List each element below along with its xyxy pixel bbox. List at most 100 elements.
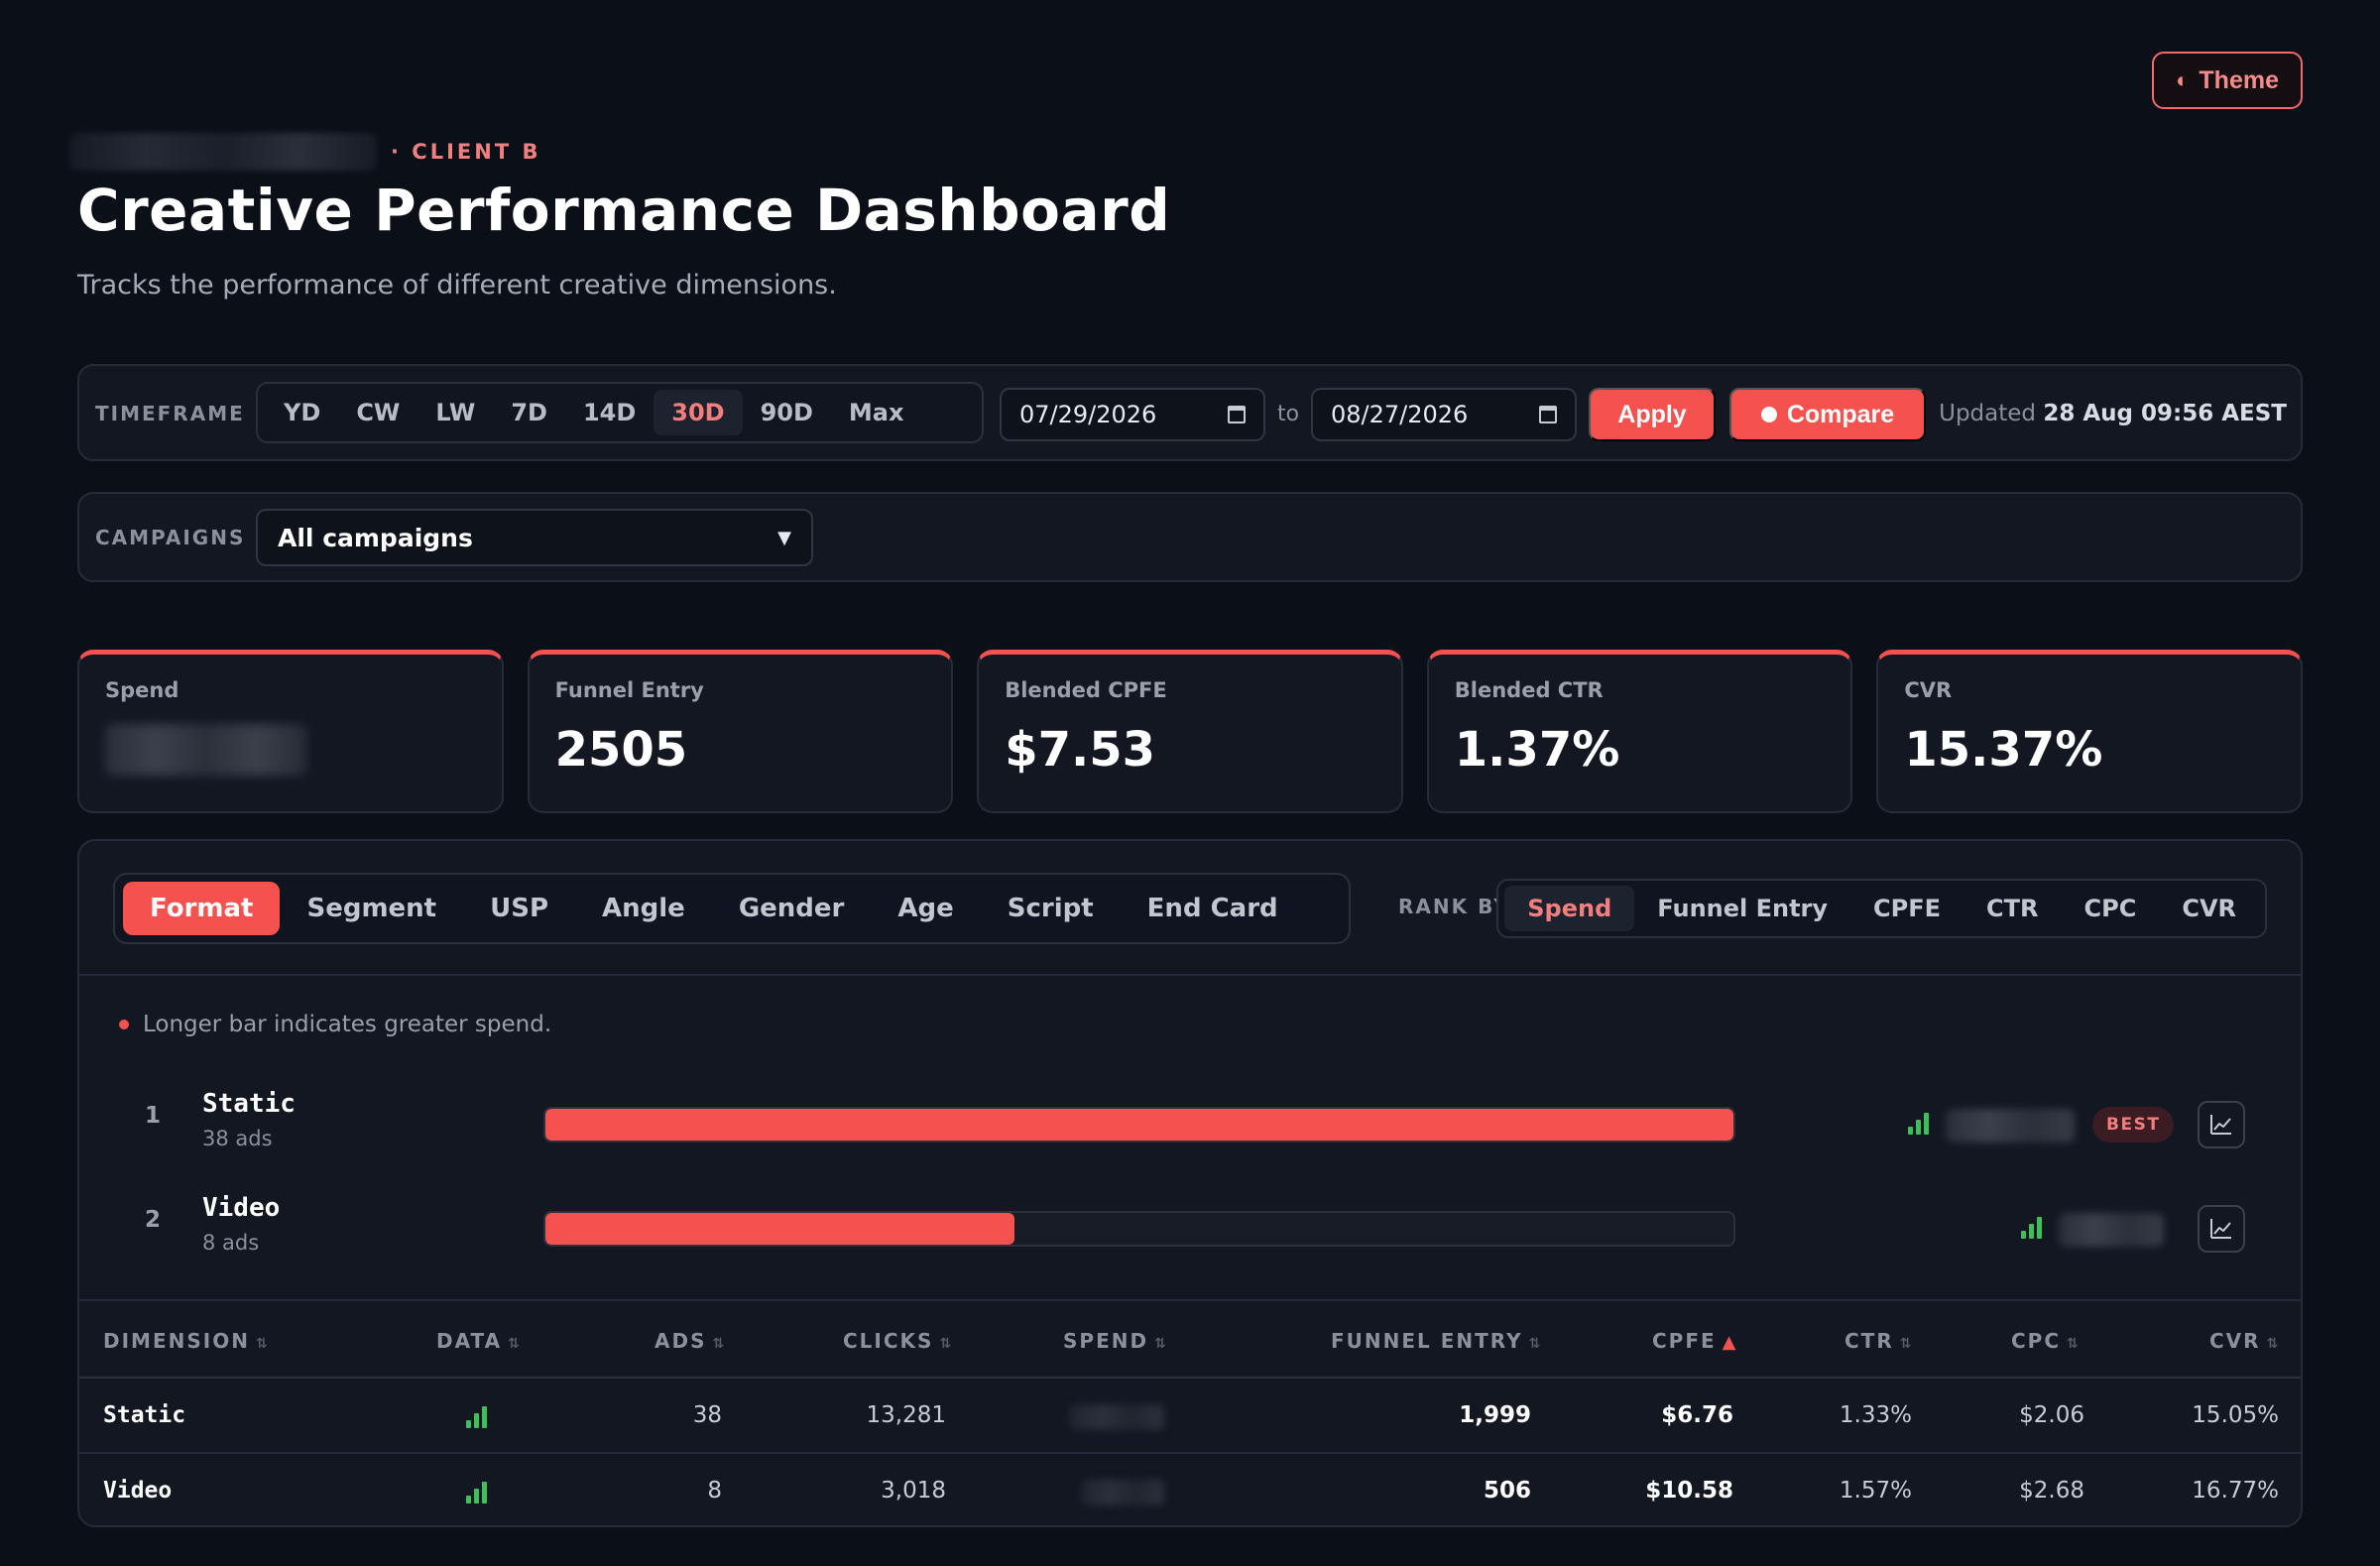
column-header-funnel-entry[interactable]: FUNNEL ENTRY ⇅ (1331, 1329, 1541, 1353)
kpi-value: $7.53 (1005, 722, 1156, 778)
column-header-ctr[interactable]: CTR ⇅ (1844, 1329, 1912, 1353)
spend-bar-track (543, 1107, 1735, 1143)
kpi-card-funnel-entry: Funnel Entry 2505 (527, 650, 954, 813)
rank-number: 1 (145, 1103, 162, 1129)
column-header-cpc[interactable]: CPC ⇅ (2011, 1329, 2079, 1353)
compare-label: Compare (1786, 400, 1895, 428)
timeframe-option-yd[interactable]: YD (284, 399, 321, 426)
tab-age[interactable]: Age (897, 894, 954, 923)
campaign-select-value: All campaigns (278, 523, 473, 552)
spend-bar-fill (545, 1213, 1015, 1245)
cell-cpc: $2.06 (2019, 1402, 2084, 1428)
cell-dimension: Video (103, 1478, 173, 1504)
cell-cvr: 16.77% (2192, 1478, 2279, 1504)
spend-bar-fill (545, 1109, 1733, 1141)
rank-option-cpfe[interactable]: CPFE (1873, 895, 1942, 922)
column-header-cpfe[interactable]: CPFE ▲ (1652, 1329, 1736, 1353)
sort-icon: ⇅ (1528, 1336, 1541, 1352)
sort-ascending-icon: ▲ (1722, 1332, 1736, 1353)
column-header-data[interactable]: DATA ⇅ (436, 1329, 520, 1353)
spend-bar-track (543, 1211, 1735, 1247)
campaign-select[interactable]: All campaigns ▼ (256, 509, 813, 566)
divider (79, 974, 2301, 976)
campaigns-bar: CAMPAIGNS All campaigns ▼ (77, 492, 2303, 582)
date-from-input[interactable]: 07/29/2026 (1000, 388, 1265, 441)
cell-funnel-entry: 506 (1483, 1478, 1531, 1504)
best-badge: BEST (2092, 1107, 2175, 1143)
sort-icon: ⇅ (2266, 1336, 2279, 1352)
redacted-spend-value (105, 724, 307, 776)
rank-option-cpc[interactable]: CPC (2083, 895, 2137, 922)
tab-script[interactable]: Script (1007, 894, 1094, 923)
trend-chart-button[interactable] (2198, 1101, 2245, 1148)
rank-option-funnel-entry[interactable]: Funnel Entry (1657, 895, 1829, 922)
timeframe-option-max[interactable]: Max (848, 399, 904, 426)
timeframe-option-cw[interactable]: CW (356, 399, 401, 426)
tab-usp[interactable]: USP (490, 894, 549, 923)
timeframe-option-14d[interactable]: 14D (582, 399, 637, 426)
signal-strength-icon (466, 1404, 487, 1428)
rank-item-ad-count: 38 ads (202, 1127, 273, 1150)
table-row[interactable]: Video 8 3,018 506 $10.58 1.57% $2.68 16.… (79, 1452, 2301, 1525)
tab-end-card[interactable]: End Card (1146, 894, 1278, 923)
redacted-spend-amount (2059, 1213, 2164, 1247)
signal-strength-icon (1908, 1111, 1929, 1135)
rank-option-spend[interactable]: Spend (1504, 886, 1635, 931)
ranking-row: 1 Static 38 ads BEST (79, 1071, 2301, 1160)
timeframe-option-90d[interactable]: 90D (760, 399, 813, 426)
page-subtitle: Tracks the performance of different crea… (77, 270, 837, 301)
table-header: DIMENSION ⇅ DATA ⇅ ADS ⇅ CLICKS ⇅ SPEND ⇅ FUN… (79, 1299, 2301, 1379)
table-row[interactable]: Static 38 13,281 1,999 $6.76 1.33% $2.06… (79, 1379, 2301, 1452)
page-title: Creative Performance Dashboard (77, 177, 1171, 244)
timeframe-option-lw[interactable]: LW (435, 399, 476, 426)
breadcrumb: · CLIENT B (69, 133, 540, 171)
calendar-icon[interactable] (1539, 406, 1557, 423)
rank-option-ctr[interactable]: CTR (1986, 895, 2039, 922)
cell-cpc: $2.68 (2019, 1478, 2084, 1504)
timeframe-option-30d[interactable]: 30D (654, 390, 743, 435)
kpi-card-spend: Spend (77, 650, 504, 813)
kpi-value: 2505 (554, 722, 688, 778)
tab-segment[interactable]: Segment (306, 894, 437, 923)
column-header-dimension[interactable]: DIMENSION ⇅ (103, 1329, 268, 1353)
cell-clicks: 3,018 (881, 1478, 946, 1504)
updated-timestamp: Updated 28 Aug 09:56 AEST (1939, 401, 2287, 426)
dimension-panel: Format Segment USP Angle Gender Age Scri… (77, 839, 2303, 1527)
client-label: · CLIENT B (391, 140, 541, 164)
updated-prefix: Updated (1939, 401, 2037, 426)
kpi-label: Funnel Entry (554, 678, 704, 702)
cell-cpfe: $6.76 (1661, 1402, 1733, 1428)
tab-gender[interactable]: Gender (738, 894, 845, 923)
date-to-input[interactable]: 08/27/2026 (1311, 388, 1577, 441)
redacted-organization-name (69, 133, 377, 171)
ranking-note-text: Longer bar indicates greater spend. (143, 1012, 552, 1037)
trend-chart-button[interactable] (2198, 1205, 2245, 1253)
calendar-icon[interactable] (1228, 406, 1246, 423)
cell-cvr: 15.05% (2192, 1402, 2279, 1428)
rank-option-cvr[interactable]: CVR (2182, 895, 2236, 922)
kpi-value: 1.37% (1454, 722, 1620, 778)
kpi-label: CVR (1904, 678, 1953, 702)
cell-dimension: Static (103, 1402, 186, 1428)
tab-angle[interactable]: Angle (602, 894, 685, 923)
sort-icon: ⇅ (1899, 1336, 1912, 1352)
cell-ctr: 1.57% (1839, 1478, 1912, 1504)
tab-format[interactable]: Format (123, 882, 281, 935)
kpi-card-cvr: CVR 15.37% (1876, 650, 2303, 813)
column-header-spend[interactable]: SPEND ⇅ (1063, 1329, 1166, 1353)
redacted-spend-cell (1081, 1480, 1164, 1506)
timeframe-option-7d[interactable]: 7D (511, 399, 547, 426)
line-chart-icon (2210, 1219, 2231, 1239)
compare-button[interactable]: Compare (1729, 388, 1926, 441)
kpi-label: Blended CTR (1454, 678, 1604, 702)
apply-button[interactable]: Apply (1589, 388, 1716, 441)
column-header-clicks[interactable]: CLICKS ⇅ (843, 1329, 952, 1353)
column-header-ads[interactable]: ADS ⇅ (654, 1329, 725, 1353)
theme-toggle-button[interactable]: ◐ Theme (2152, 52, 2303, 109)
rank-item-name: Static (202, 1089, 296, 1119)
cell-clicks: 13,281 (866, 1402, 946, 1428)
cell-ads: 38 (692, 1402, 722, 1428)
sort-icon: ⇅ (2067, 1336, 2079, 1352)
timeframe-bar: TIMEFRAME YD CW LW 7D 14D 30D 90D Max 07… (77, 364, 2303, 461)
column-header-cvr[interactable]: CVR ⇅ (2209, 1329, 2279, 1353)
